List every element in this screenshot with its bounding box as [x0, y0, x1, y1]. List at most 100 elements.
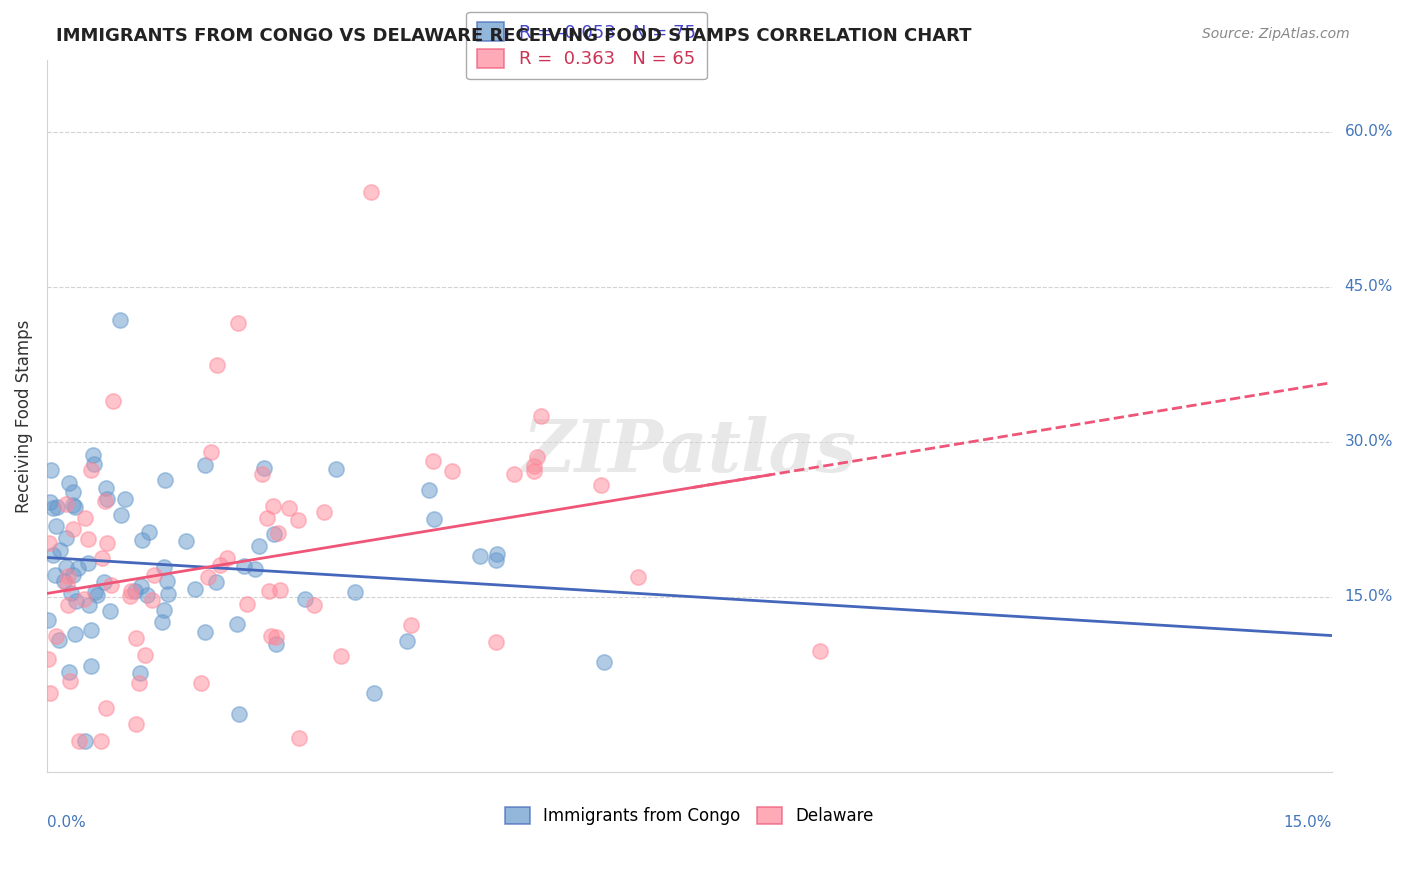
Point — [266, 630, 288, 644]
Point — [209, 558, 232, 573]
Point — [77, 533, 100, 547]
Point — [124, 584, 146, 599]
Point — [44, 519, 66, 533]
Point — [808, 643, 831, 657]
Point — [263, 527, 285, 541]
Point — [267, 525, 290, 540]
Point — [422, 454, 444, 468]
Point — [468, 549, 491, 564]
Point — [124, 717, 146, 731]
Point — [136, 588, 159, 602]
Point — [485, 634, 508, 648]
Point — [422, 512, 444, 526]
Point — [73, 510, 96, 524]
Point — [62, 567, 84, 582]
Point — [125, 631, 148, 645]
Point — [129, 578, 152, 592]
Point — [45, 630, 67, 644]
Point — [96, 536, 118, 550]
Point — [67, 734, 90, 748]
Point — [262, 499, 284, 513]
Point — [257, 584, 280, 599]
Point — [184, 582, 207, 596]
Point — [344, 585, 367, 599]
Point — [39, 685, 62, 699]
Legend: Immigrants from Congo, Delaware: Immigrants from Congo, Delaware — [495, 797, 884, 835]
Point — [94, 494, 117, 508]
Point — [266, 637, 288, 651]
Point — [41, 463, 63, 477]
Point — [294, 592, 316, 607]
Point — [228, 706, 250, 721]
Text: 60.0%: 60.0% — [1344, 124, 1393, 139]
Point — [260, 629, 283, 643]
Point — [200, 445, 222, 459]
Point — [627, 570, 650, 584]
Point — [90, 734, 112, 748]
Point — [38, 494, 60, 508]
Point — [42, 548, 65, 562]
Point — [80, 623, 103, 637]
Point — [523, 464, 546, 478]
Point — [59, 586, 82, 600]
Point — [83, 585, 105, 599]
Point — [63, 627, 86, 641]
Point — [302, 599, 325, 613]
Point — [485, 547, 508, 561]
Point — [205, 574, 228, 589]
Point — [247, 539, 270, 553]
Point — [138, 525, 160, 540]
Point — [250, 467, 273, 481]
Point — [253, 461, 276, 475]
Point — [62, 498, 84, 512]
Point — [207, 358, 229, 372]
Point — [278, 501, 301, 516]
Point — [269, 582, 291, 597]
Text: 15.0%: 15.0% — [1284, 814, 1331, 830]
Point — [55, 497, 77, 511]
Point — [100, 578, 122, 592]
Point — [153, 559, 176, 574]
Point — [96, 701, 118, 715]
Point — [80, 463, 103, 477]
Text: 15.0%: 15.0% — [1344, 589, 1393, 604]
Point — [128, 675, 150, 690]
Point — [131, 533, 153, 548]
Point — [114, 491, 136, 506]
Point — [56, 569, 79, 583]
Point — [128, 665, 150, 680]
Point — [80, 658, 103, 673]
Text: IMMIGRANTS FROM CONGO VS DELAWARE RECEIVING FOOD STAMPS CORRELATION CHART: IMMIGRANTS FROM CONGO VS DELAWARE RECEIV… — [56, 27, 972, 45]
Point — [56, 599, 79, 613]
Point — [55, 531, 77, 545]
Point — [193, 458, 215, 472]
Point — [58, 476, 80, 491]
Point — [101, 394, 124, 409]
Point — [233, 559, 256, 574]
Point — [325, 462, 347, 476]
Point — [59, 673, 82, 688]
Point — [90, 551, 112, 566]
Point — [589, 478, 612, 492]
Point — [56, 577, 79, 591]
Point — [153, 473, 176, 487]
Text: ZIPatlas: ZIPatlas — [522, 416, 856, 487]
Point — [44, 568, 66, 582]
Point — [329, 649, 352, 664]
Point — [52, 574, 75, 588]
Point — [42, 501, 65, 516]
Point — [98, 604, 121, 618]
Point — [153, 603, 176, 617]
Y-axis label: Receiving Food Stamps: Receiving Food Stamps — [15, 319, 32, 513]
Point — [176, 534, 198, 549]
Point — [418, 483, 440, 497]
Point — [235, 597, 257, 611]
Point — [156, 574, 179, 588]
Point — [592, 655, 614, 669]
Point — [83, 457, 105, 471]
Point — [48, 632, 70, 647]
Text: 0.0%: 0.0% — [46, 814, 86, 830]
Point — [215, 551, 238, 566]
Point — [96, 491, 118, 506]
Point — [226, 317, 249, 331]
